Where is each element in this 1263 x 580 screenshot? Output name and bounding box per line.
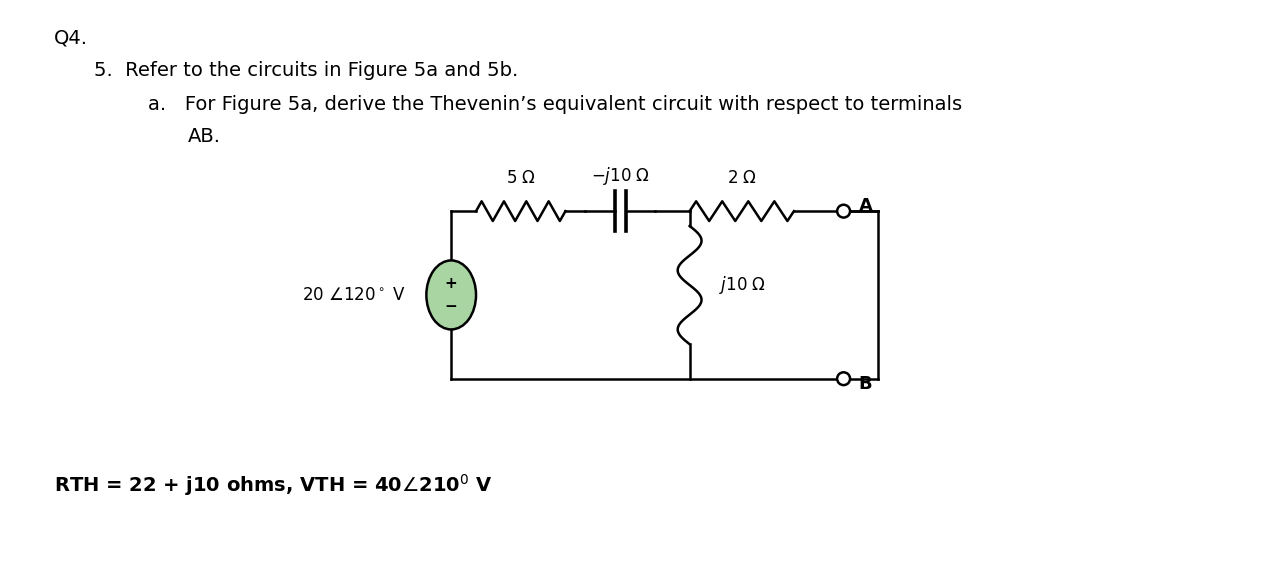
Text: 2 $\Omega$: 2 $\Omega$: [726, 169, 757, 187]
Text: AB.: AB.: [188, 128, 221, 146]
Text: RTH = 22 + j10 ohms, VTH = 40$\angle$210$^{0}$ V: RTH = 22 + j10 ohms, VTH = 40$\angle$210…: [54, 472, 493, 498]
Text: 5 $\Omega$: 5 $\Omega$: [505, 169, 536, 187]
Text: 5.  Refer to the circuits in Figure 5a and 5b.: 5. Refer to the circuits in Figure 5a an…: [93, 61, 518, 81]
Text: −: −: [445, 299, 457, 314]
Text: A: A: [859, 197, 873, 215]
Ellipse shape: [427, 260, 476, 329]
Text: +: +: [445, 276, 457, 291]
Circle shape: [837, 372, 850, 385]
Text: Q4.: Q4.: [54, 29, 88, 48]
Text: 20 $\angle$120$^\circ$ V: 20 $\angle$120$^\circ$ V: [302, 286, 407, 304]
Text: a.   For Figure 5a, derive the Thevenin’s equivalent circuit with respect to ter: a. For Figure 5a, derive the Thevenin’s …: [148, 95, 962, 114]
Text: B: B: [859, 375, 873, 393]
Circle shape: [837, 205, 850, 218]
Text: $j$10 $\Omega$: $j$10 $\Omega$: [720, 274, 767, 296]
Text: $-j$10 $\Omega$: $-j$10 $\Omega$: [591, 165, 649, 187]
